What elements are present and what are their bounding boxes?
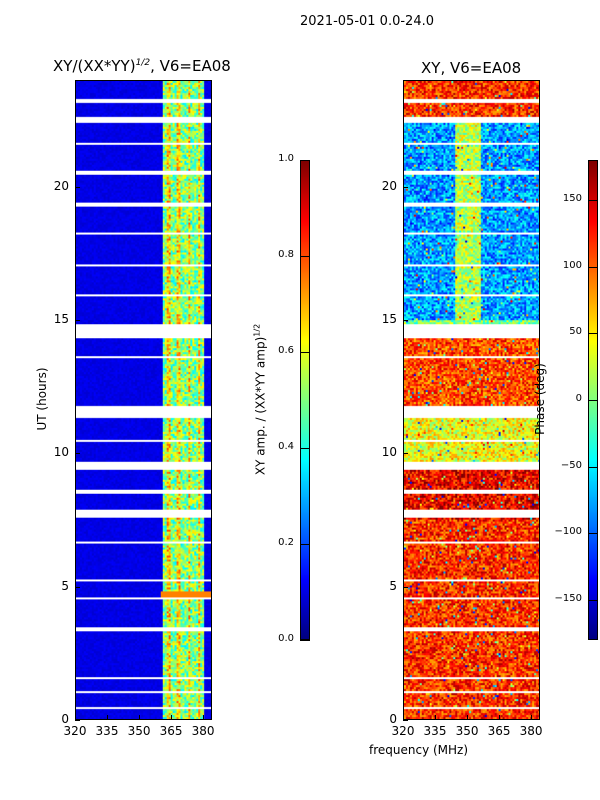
phase-heatmap [403,80,540,720]
y-tick [403,186,408,188]
suptitle: 2021-05-01 0.0-24.0 [300,14,434,29]
y-tick [75,186,80,188]
x-tick-label: 380 [191,724,215,738]
colorbar-label-sup: 1/2 [252,323,262,337]
colorbar-tick-label: 0.0 [278,633,294,644]
colorbar-tick-label: 0.4 [278,441,294,452]
phase-colorbar-label: Phase (deg) [533,363,547,435]
y-tick-label: 15 [53,312,69,326]
y-tick [403,453,408,455]
colorbar-tick-label: 0.6 [278,345,294,356]
y-tick-label: 10 [381,445,397,460]
x-tick [107,715,108,720]
colorbar-tick [300,448,310,449]
x-tick-label: 335 [423,724,447,738]
x-tick-label: 365 [487,724,511,738]
colorbar-tick-label: 0.2 [278,537,294,548]
x-tick [499,715,501,720]
x-tick [139,715,141,720]
x-tick [403,715,404,720]
colorbar-tick [588,400,598,401]
y-tick [75,453,80,455]
xlabel: frequency (MHz) [369,743,469,757]
colorbar-tick-label: 150 [562,193,582,204]
x-tick-label: 380 [519,724,543,738]
colorbar-tick-label: −150 [554,593,582,604]
colorbar-tick [300,256,310,257]
x-tick [435,715,436,720]
x-tick-label: 320 [391,724,415,738]
colorbar-tick [300,544,310,545]
x-tick-label: 365 [159,724,183,738]
colorbar-tick-label: 0.8 [278,249,294,260]
colorbar-tick-label: 0 [575,393,582,404]
y-tick-label: 5 [61,578,69,593]
left-title: XY/(XX*YY)1/2, V6=EA08 [53,57,231,75]
colorbar-tick-label: −50 [560,459,582,471]
y-tick-label: 20 [381,178,397,193]
y-tick [75,586,80,588]
colorbar-tick [588,533,598,535]
left-ylabel: UT (hours) [35,367,49,431]
amplitude-colorbar [300,160,310,640]
colorbar-tick [300,352,310,353]
x-tick [75,715,76,720]
y-tick-label: 15 [381,312,397,326]
colorbar-tick-label: −100 [554,526,582,538]
colorbar-tick [300,640,310,641]
colorbar-tick [588,200,598,201]
x-tick-label: 350 [455,724,479,738]
amplitude-colorbar-label: XY amp. / (XX*YY amp)1/2 [253,320,268,480]
y-tick-label: 5 [389,578,397,593]
colorbar-tick-label: 100 [562,259,582,271]
left-title-sup: 1/2 [135,58,151,68]
left-title-tail: , V6=EA08 [150,57,231,75]
y-tick-label: 20 [53,178,69,193]
x-tick-label: 320 [63,724,87,738]
colorbar-tick-label: 1.0 [278,153,294,164]
amplitude-heatmap [75,80,212,720]
y-tick [403,586,408,588]
x-tick [531,715,533,720]
x-tick-label: 335 [95,724,119,738]
colorbar-tick [588,333,598,335]
y-tick-label: 10 [53,445,69,460]
x-tick [203,715,205,720]
x-tick [171,715,173,720]
y-tick-label: 0 [61,712,69,726]
y-tick-label: 0 [389,712,397,726]
colorbar-tick [588,600,598,601]
right-title: XY, V6=EA08 [421,59,522,77]
left-title-main: XY/(XX*YY) [53,57,136,75]
y-tick [403,720,408,721]
x-tick [467,715,469,720]
colorbar-tick [588,266,598,268]
colorbar-tick [300,160,310,161]
y-tick [75,720,80,721]
colorbar-tick [588,466,598,468]
y-tick [75,320,80,321]
y-tick [403,320,408,321]
colorbar-tick-label: 50 [569,326,582,338]
colorbar-label-text: XY amp. / (XX*YY amp) [253,336,268,476]
x-tick-label: 350 [127,724,151,738]
